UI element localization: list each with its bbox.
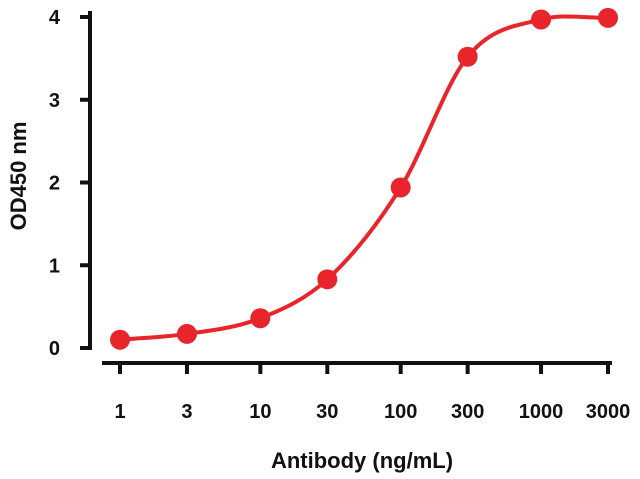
x-tick-label: 1000: [519, 401, 564, 423]
x-tick-label: 300: [451, 401, 484, 423]
y-ticks: 0 1 2 3 4: [49, 7, 90, 360]
y-tick-label: 4: [49, 7, 61, 29]
axes: [88, 11, 612, 365]
y-tick-label: 2: [49, 173, 60, 195]
data-point: [317, 269, 338, 290]
data-point: [110, 329, 130, 350]
y-axis-title: OD450 nm: [6, 122, 31, 231]
x-axis-title: Antibody (ng/mL): [271, 448, 453, 473]
x-ticks: 1 3 10 30 100 300 1000 3000: [114, 363, 630, 423]
data-point: [250, 308, 271, 329]
series-line: [119, 14, 609, 342]
x-tick-label: 30: [316, 401, 338, 423]
data-point: [457, 46, 478, 67]
y-tick-label: 1: [49, 255, 60, 277]
x-tick-label: 3: [181, 401, 192, 423]
y-tick-label: 0: [49, 338, 60, 360]
x-tick-label: 10: [249, 401, 271, 423]
x-tick-label: 100: [384, 401, 417, 423]
y-tick-label: 3: [49, 90, 60, 112]
data-point: [598, 7, 618, 28]
data-point: [531, 9, 552, 30]
data-point: [390, 177, 411, 198]
series: [110, 7, 618, 350]
data-point: [176, 323, 197, 344]
x-tick-label: 3000: [586, 401, 631, 423]
x-tick-label: 1: [114, 401, 125, 423]
